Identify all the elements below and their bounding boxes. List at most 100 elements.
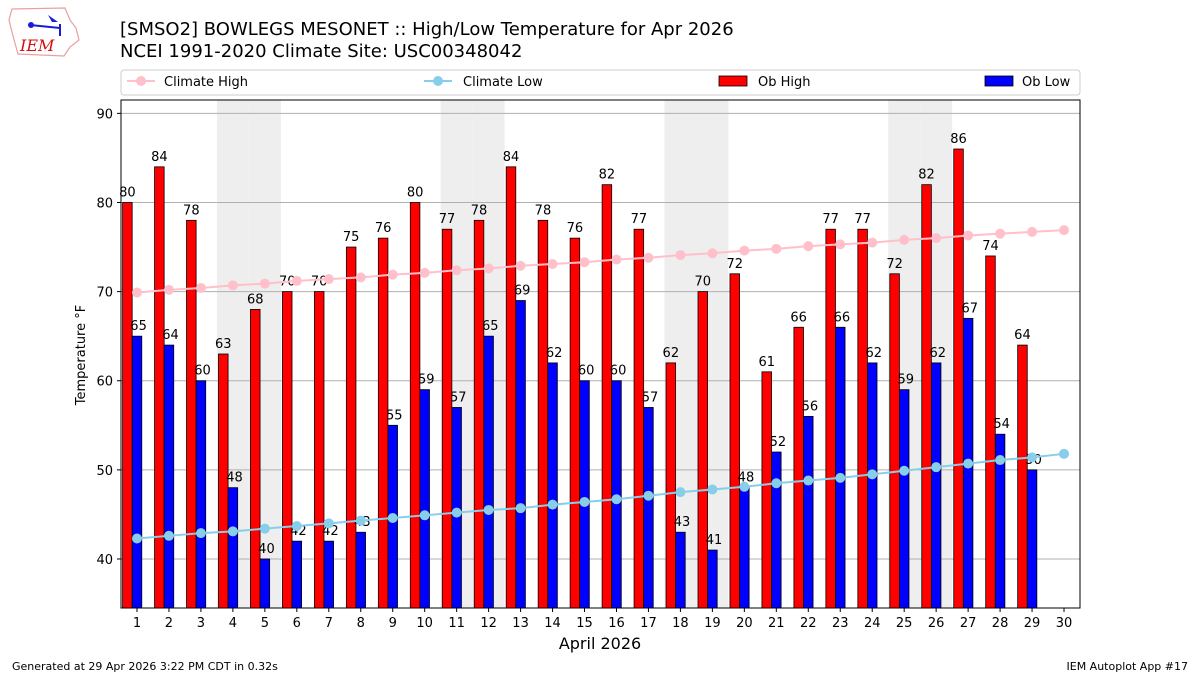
bar-ob-high (505, 166, 517, 609)
bar-ob-low (419, 389, 430, 609)
bar-ob-low (227, 487, 239, 609)
climate-low-point (963, 458, 974, 469)
x-tick-label: 23 (832, 616, 849, 631)
bar-ob-high (186, 219, 197, 609)
label-ob-low: 60 (194, 364, 211, 379)
climate-high-point (387, 269, 398, 280)
bar-ob-high (633, 228, 645, 609)
climate-low-point (259, 523, 270, 534)
x-tick-label: 1 (133, 616, 141, 631)
label-ob-high: 68 (247, 292, 264, 307)
x-tick-label: 10 (416, 616, 433, 631)
bar-ob-high (313, 291, 325, 609)
x-tick-label: 22 (800, 616, 817, 631)
x-tick-label: 15 (576, 616, 593, 631)
label-ob-low: 64 (162, 328, 179, 343)
y-tick-label: 90 (96, 107, 113, 122)
bar-ob-high (473, 219, 485, 609)
bar-ob-low (867, 362, 878, 609)
bar-ob-low (355, 531, 366, 609)
climate-high-point (515, 260, 526, 271)
label-ob-low: 65 (482, 319, 499, 334)
x-tick-label: 6 (293, 616, 301, 631)
legend-ob-low: Ob Low (1022, 75, 1071, 90)
x-tick-label: 4 (229, 616, 237, 631)
bar-ob-high (857, 228, 868, 609)
bar-ob-high (953, 148, 964, 609)
label-ob-high: 84 (151, 150, 168, 165)
climate-low-point (291, 521, 302, 532)
y-tick-label: 50 (96, 464, 113, 479)
climate-low-point (803, 475, 814, 486)
climate-low-point (611, 494, 622, 505)
bar-ob-high (825, 228, 836, 609)
label-ob-low: 57 (642, 390, 659, 405)
label-ob-low: 59 (898, 373, 915, 388)
x-tick-label: 28 (992, 616, 1009, 631)
label-ob-high: 82 (599, 168, 616, 183)
label-ob-low: 57 (450, 390, 467, 405)
climate-high-point (835, 239, 846, 250)
climate-high-point (1027, 226, 1038, 237)
label-ob-high: 75 (343, 230, 360, 245)
label-ob-low: 59 (418, 373, 435, 388)
label-ob-low: 62 (546, 346, 563, 361)
climate-low-point (1027, 452, 1038, 463)
climate-low-point (131, 533, 142, 544)
climate-high-point (899, 234, 910, 245)
y-tick-label: 70 (96, 286, 113, 301)
climate-low-point (771, 478, 782, 489)
bar-ob-high (729, 273, 740, 609)
bar-ob-high (537, 219, 549, 609)
legend-climate-low: Climate Low (463, 75, 543, 90)
bar-ob-high (1017, 344, 1028, 609)
climate-high-point (227, 280, 238, 291)
climate-high-point (771, 243, 782, 254)
footer-app: IEM Autoplot App #17 (1067, 660, 1189, 673)
x-tick-label: 16 (608, 616, 625, 631)
climate-high-point (931, 233, 942, 244)
label-ob-high: 72 (886, 257, 903, 272)
climate-high-point (131, 287, 142, 298)
label-ob-high: 72 (726, 257, 743, 272)
climate-high-point (195, 283, 206, 294)
legend: Climate High Climate Low Ob High Ob Low (120, 69, 1081, 96)
y-axis-label: Temperature °F (74, 305, 89, 406)
climate-high-point (451, 265, 462, 276)
label-ob-high: 82 (918, 168, 935, 183)
x-tick-label: 18 (672, 616, 689, 631)
x-tick-label: 20 (736, 616, 753, 631)
climate-high-point (803, 241, 814, 252)
label-ob-high: 61 (758, 355, 775, 370)
bar-ob-low (739, 487, 750, 609)
label-ob-high: 86 (950, 132, 967, 147)
legend-climate-high: Climate High (164, 75, 248, 90)
label-ob-low: 40 (258, 542, 275, 557)
label-ob-high: 76 (567, 221, 584, 236)
x-tick-label: 8 (357, 616, 365, 631)
bar-ob-low (707, 549, 718, 609)
footer-generated: Generated at 29 Apr 2026 3:22 PM CDT in … (12, 660, 278, 673)
x-axis-label: April 2026 (559, 634, 641, 653)
climate-high-point (611, 254, 622, 265)
x-tick-label: 24 (864, 616, 881, 631)
legend-marker-climate-low (433, 76, 443, 86)
bar-ob-low (547, 362, 558, 609)
climate-low-point (451, 507, 462, 518)
climate-low-point (643, 490, 654, 501)
climate-low-point (419, 510, 430, 521)
climate-high-point (547, 258, 558, 269)
x-tick-label: 14 (544, 616, 561, 631)
x-tick-label: 7 (325, 616, 333, 631)
x-tick-label: 11 (448, 616, 465, 631)
legend-swatch-ob-high (718, 75, 748, 87)
bar-ob-low (131, 335, 143, 609)
legend-swatch-ob-low (984, 75, 1014, 87)
label-ob-low: 41 (706, 533, 723, 548)
x-tick-label: 21 (768, 616, 785, 631)
label-ob-low: 62 (929, 346, 946, 361)
legend-ob-high: Ob High (758, 75, 811, 90)
climate-high-point (995, 228, 1006, 239)
